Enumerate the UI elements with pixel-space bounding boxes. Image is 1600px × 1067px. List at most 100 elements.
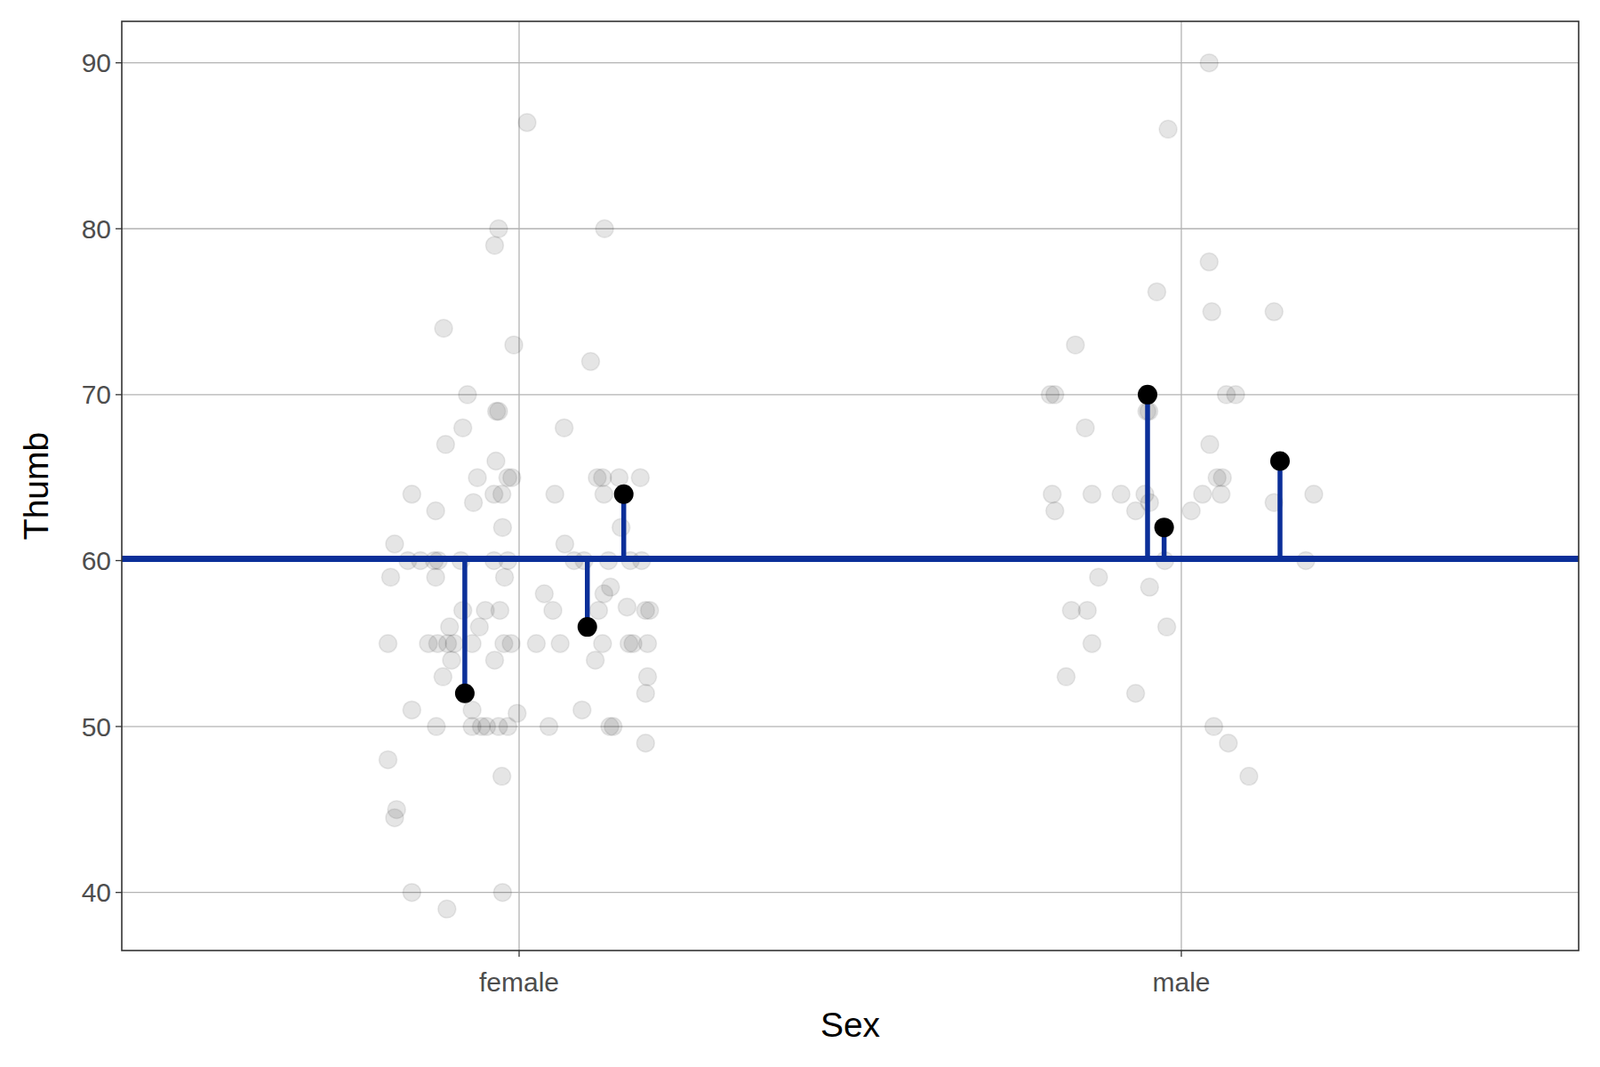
y-tick-label: 50 <box>81 712 112 742</box>
point <box>1212 485 1231 504</box>
point <box>1226 385 1245 404</box>
point <box>489 402 508 421</box>
point <box>1158 617 1176 636</box>
y-tick <box>115 228 122 230</box>
y-grid-line <box>121 62 1579 64</box>
y-tick <box>115 62 122 64</box>
point <box>640 600 659 619</box>
highlight-point <box>1137 384 1158 405</box>
point <box>442 650 461 669</box>
point <box>490 600 509 619</box>
background <box>0 0 1600 1067</box>
y-tick-label: 40 <box>81 877 112 907</box>
point <box>436 435 455 454</box>
point <box>593 468 612 487</box>
point <box>426 501 445 520</box>
x-grid-line <box>1180 21 1182 951</box>
point <box>402 700 421 719</box>
point <box>433 667 452 686</box>
point <box>636 734 655 752</box>
point <box>1193 485 1212 504</box>
point <box>593 634 612 653</box>
point <box>468 468 487 487</box>
point <box>604 717 623 736</box>
point <box>1159 120 1177 138</box>
y-tick-label: 90 <box>81 48 112 78</box>
y-grid-line <box>121 393 1579 395</box>
y-grid-line <box>121 891 1579 893</box>
point <box>402 883 421 902</box>
point <box>573 700 592 719</box>
point <box>493 767 512 785</box>
point <box>1205 717 1224 736</box>
highlight-point <box>1270 451 1290 472</box>
y-tick <box>115 725 122 727</box>
point <box>493 485 512 504</box>
point <box>636 684 655 703</box>
point <box>595 219 614 238</box>
point <box>1043 485 1062 504</box>
point <box>496 568 514 586</box>
point <box>1078 600 1096 619</box>
point <box>1147 282 1166 301</box>
y-tick-label: 60 <box>81 545 112 576</box>
point <box>504 336 523 354</box>
y-tick <box>115 560 122 561</box>
point <box>544 600 562 619</box>
point <box>485 650 504 669</box>
point <box>426 568 445 586</box>
y-tick <box>115 393 122 395</box>
point <box>1140 577 1159 596</box>
highlight-point <box>1154 517 1175 537</box>
point <box>493 883 512 902</box>
point <box>631 468 649 487</box>
point <box>485 236 504 255</box>
point <box>1082 634 1101 653</box>
residual <box>1144 394 1151 560</box>
point <box>594 584 613 603</box>
point <box>502 634 520 653</box>
point <box>470 617 488 636</box>
tick-labels: 405060708090femalemale <box>81 48 1211 997</box>
point <box>427 717 446 736</box>
point <box>639 667 657 686</box>
point <box>1182 501 1200 520</box>
point <box>609 468 628 487</box>
point <box>639 634 657 653</box>
point <box>1219 734 1238 752</box>
point <box>1076 418 1095 437</box>
point <box>1200 54 1218 72</box>
point <box>586 650 605 669</box>
highlight-point <box>455 683 475 704</box>
point <box>1062 600 1080 619</box>
point <box>540 717 559 736</box>
point <box>617 598 636 616</box>
point <box>503 468 521 487</box>
point <box>555 418 574 437</box>
point <box>1056 667 1075 686</box>
point <box>551 634 569 653</box>
point <box>1240 767 1258 785</box>
y-grid-line <box>121 228 1579 230</box>
point <box>612 518 631 536</box>
point <box>527 634 545 653</box>
point <box>555 535 574 553</box>
point <box>1202 303 1221 321</box>
point <box>518 113 536 132</box>
grid <box>121 21 1579 951</box>
point <box>1066 336 1085 354</box>
point <box>581 352 600 371</box>
point <box>445 634 464 653</box>
point <box>378 750 397 768</box>
point <box>535 584 553 603</box>
point <box>1112 485 1130 504</box>
highlight-point <box>614 484 634 504</box>
point <box>454 418 472 437</box>
point <box>458 385 477 404</box>
point <box>434 319 453 337</box>
point <box>381 568 400 586</box>
point <box>402 485 421 504</box>
point <box>440 617 459 636</box>
point <box>1089 568 1108 586</box>
point <box>487 452 505 471</box>
